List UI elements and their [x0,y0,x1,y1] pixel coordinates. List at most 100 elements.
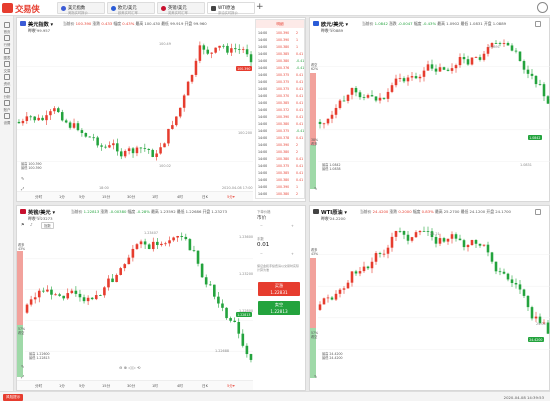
candle [506,273,510,280]
draw-tool-icon[interactable]: ✎ [21,364,25,369]
candle [414,232,418,238]
tick-cell: 14:00 [258,107,268,112]
sidebar-label: 账户 [3,108,11,112]
tf-option[interactable]: 30分 [127,383,136,388]
candle [402,78,406,82]
tf-option[interactable]: 5分 [79,194,85,199]
candle [182,95,186,108]
price-plus-button[interactable]: + [291,224,294,228]
add-tab-button[interactable]: + [256,2,264,12]
sentiment-bottom: 38% 看多 [311,138,318,146]
zoom-controls[interactable]: ⊖ ⊕ ◁ ▷ ⟲ [119,365,141,370]
candle [29,299,33,305]
tf-active[interactable]: 5分▾ [227,383,235,388]
tf-active[interactable]: 5分▾ [227,194,235,199]
symbol-code: EURUSD [321,27,335,32]
range-low: 最低 1.0838 [322,167,341,172]
tab-gbpusd[interactable]: 英镑/美元 英美实时汇率 [157,2,205,15]
expand-icon[interactable]: ⤢ [21,374,25,379]
candle [135,244,139,249]
sidebar-item-0[interactable]: 首页 [0,22,14,34]
sidebar-item-4[interactable]: 资讯 [0,74,14,86]
buy-button[interactable]: 买涨 1.22831 [258,282,300,296]
tf-option[interactable]: 1时 [152,383,158,388]
sidebar-item-5[interactable]: 分析 [0,87,14,99]
candle [218,45,221,48]
draw-tool-icon[interactable]: ✎ [21,176,25,181]
candle [546,96,550,104]
current-price-tag: 1.0842 [528,135,542,140]
sidebar-item-6[interactable]: 账户 [0,100,14,112]
sidebar-item-7[interactable]: 设置 [0,113,14,125]
candle [50,289,53,295]
tick-row: 14:00 100.380 0.41 [256,120,304,127]
tf-option[interactable]: 15分 [102,383,111,388]
tf-option[interactable]: 日K [202,383,208,388]
candle [514,283,518,285]
tf-option[interactable]: 分时 [35,194,43,199]
candle [143,148,147,149]
candle [233,320,236,323]
tf-option[interactable]: 4时 [177,194,183,199]
candle [139,241,143,245]
symbol-name[interactable]: 美元指数 ▾ [28,21,54,28]
tf-option[interactable]: 30分 [127,194,136,199]
candle [210,52,213,54]
price-minus-button[interactable]: − [260,224,263,228]
sidebar-item-1[interactable]: 行情 [0,35,14,47]
candle [538,84,542,85]
candle [434,68,438,72]
candle [346,94,350,101]
tf-option[interactable]: 分时 [35,383,43,388]
maximize-icon[interactable] [535,209,541,215]
tab-eurusd[interactable]: 欧元/美元 欧美实时汇率 [107,2,155,15]
candle [446,238,450,242]
panel-wti: WTI原油 ▾ USOIL 当前价 24.4200 涨跌 0.2000 幅度 0… [309,205,550,391]
quote-label: 涨跌 [92,21,101,26]
draw-tool-icon[interactable]: ✎ [314,186,318,191]
candle [175,116,178,126]
tick-row: 14:00 100.370 0.41 [256,92,304,99]
low-label: 1.0831 [520,163,532,167]
candle [53,108,56,112]
tab-usdx[interactable]: 美元指数 美指实时报价 [57,2,105,15]
tick-row: 14:00 100.380 -0.41 [256,57,304,64]
symbol-name[interactable]: 欧元/美元 ▾ [321,21,349,28]
quote-value: 25.2700 [443,209,460,214]
tf-option[interactable]: 1分 [59,383,65,388]
candle [422,70,426,77]
sell-button[interactable]: 卖空 1.22813 [258,301,300,315]
tf-option[interactable]: 1时 [152,194,158,199]
tf-option[interactable]: 4时 [177,383,183,388]
sidebar-item-2[interactable]: 图表 [0,48,14,60]
qty-minus-button[interactable]: − [260,252,263,256]
expand-icon[interactable]: ⤢ [21,186,25,191]
qty-plus-button[interactable]: + [291,252,294,256]
flag-tool-icon[interactable]: ⚑ [21,222,25,227]
order-type-select[interactable]: 市价 [257,216,267,221]
symbol-name[interactable]: 英镑/美元 ▾ [28,209,56,216]
quote-label: 最高 [135,21,144,26]
settings-icon [4,113,10,119]
range-low: 最低 24.4200 [322,356,343,361]
tick-cell: 14:00 [258,128,268,133]
low-label: 100.02 [159,164,171,168]
sidebar-item-3[interactable]: 交易 [0,61,14,73]
symbol-name[interactable]: WTI原油 ▾ [321,209,347,216]
settings-icon[interactable] [537,2,548,13]
tf-option[interactable]: 5分 [79,383,85,388]
tf-option[interactable]: 日K [202,194,208,199]
tab-wti[interactable]: WTI原油 原油实时报价 [207,2,255,15]
chart-usdx [17,41,253,162]
index-button[interactable]: 指数 [41,222,54,229]
draw-tool-icon[interactable]: ✎ [314,374,318,379]
maximize-icon[interactable] [535,21,541,27]
candle [346,282,350,289]
tf-option[interactable]: 1分 [59,194,65,199]
tick-cell: 14:00 [258,44,268,49]
risk-warning-button[interactable]: 风险提示 [3,393,24,401]
candle [217,296,220,304]
qty-input[interactable]: 0.01 [257,242,270,248]
tf-option[interactable]: 15分 [102,194,111,199]
bell-icon[interactable]: ♪ [30,222,33,227]
